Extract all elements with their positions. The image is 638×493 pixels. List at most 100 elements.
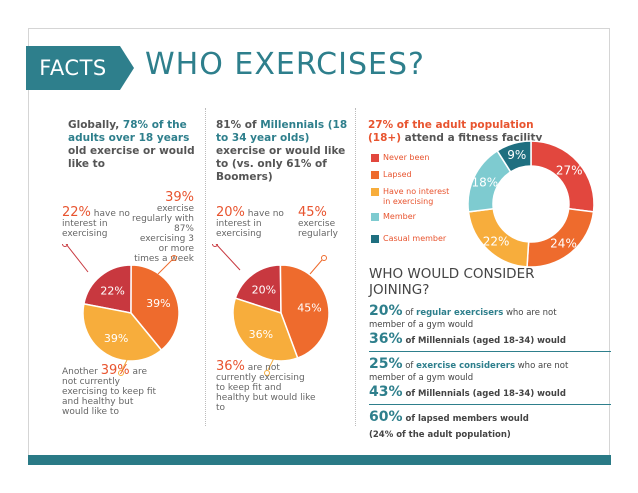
pie-slice xyxy=(234,264,282,315)
stat-row: 43% of Millennials (aged 18-34) would xyxy=(369,384,566,400)
col1-headline: Globally, 78% of the adults over 18 year… xyxy=(68,119,198,171)
col3-headline: 27% of the adult population (18+) attend… xyxy=(368,119,548,145)
slice-label: 22% xyxy=(483,234,510,248)
col2-regular-note: 45% exercise regularly xyxy=(298,205,346,239)
slice-label: 36% xyxy=(249,328,273,341)
stat-row: member of a gym would xyxy=(369,373,473,383)
legend-swatch xyxy=(371,188,379,196)
stat-value: 25% xyxy=(369,356,403,372)
stat-text: (24% of the adult population) xyxy=(369,430,511,440)
headline-highlight: Millennials (18 to 34 year olds) xyxy=(216,119,348,144)
page-title: WHO EXERCISES? xyxy=(145,47,425,82)
stat-text: member of a gym would xyxy=(369,373,474,383)
headline-text: 81% of xyxy=(216,119,261,131)
stat-text: of Millennials (aged 18-34) would xyxy=(402,389,566,399)
slice-label: 39% xyxy=(146,297,170,310)
legend-label: Never been xyxy=(383,153,430,162)
slice-label: 22% xyxy=(100,284,124,297)
join-title: WHO WOULD CONSIDER JOINING? xyxy=(369,266,539,298)
stat-value: 36% xyxy=(369,331,403,347)
slice-label: 27% xyxy=(556,163,583,177)
headline-text: exercise or would like to (vs. only 61% … xyxy=(216,145,346,183)
legend-item: Have no interest in exercising xyxy=(371,187,451,207)
divider xyxy=(369,404,611,405)
stat-text: member of a gym would xyxy=(369,320,474,330)
stat-text: exercise regularly with 87% exercising 3… xyxy=(132,204,194,264)
col2-would-like-note: 36% are not currently exercising to keep… xyxy=(216,359,316,413)
stat-value: 43% xyxy=(369,384,403,400)
stat-text: Another xyxy=(62,367,101,377)
stat-row: 60% of lapsed members would xyxy=(369,409,529,425)
stat-highlight: regular exercisers xyxy=(416,308,504,318)
pie-slice xyxy=(279,264,330,359)
legend-label: Have no interest in exercising xyxy=(383,187,450,206)
legend-swatch xyxy=(371,154,379,162)
stat-text: of Millennials (aged 18-34) would xyxy=(402,336,566,346)
callout-lines xyxy=(62,244,177,376)
column-divider xyxy=(205,108,206,426)
stat-text: who are not xyxy=(515,361,569,371)
pie-slice xyxy=(496,140,532,173)
bottom-bar xyxy=(28,455,611,465)
legend-swatch xyxy=(371,213,379,221)
facts-tag-label: FACTS xyxy=(39,56,107,80)
pie-slice xyxy=(83,264,132,314)
stat-value: 36% xyxy=(216,359,245,374)
headline-text: old exercise or would like to xyxy=(68,145,195,170)
stat-text: of xyxy=(402,308,417,318)
legend-label: Casual member xyxy=(383,234,447,243)
stat-row: 36% of Millennials (aged 18-34) would xyxy=(369,331,566,347)
column-divider xyxy=(355,108,356,426)
legend-label: Lapsed xyxy=(383,170,412,179)
slice-label: 39% xyxy=(104,332,128,345)
stat-value: 60% xyxy=(369,409,403,425)
slice-label: 9% xyxy=(507,148,526,162)
col1-no-interest-note: 22% have no interest in exercising xyxy=(62,206,137,239)
stat-text: exercise regularly xyxy=(298,219,338,239)
col2-no-interest-note: 20% have no interest in exercising xyxy=(216,205,286,239)
stat-value: 39% xyxy=(100,363,130,378)
stat-text: are not currently exercising to keep fit… xyxy=(62,367,157,417)
stat-text: of xyxy=(402,361,417,371)
stat-text: are not currently exercising to keep fit… xyxy=(216,363,316,413)
stat-text: have no interest in exercising xyxy=(216,209,284,239)
stat-text: who are not xyxy=(503,308,557,318)
headline-text: attend a fitness facility xyxy=(401,132,543,144)
headline-highlight: 78% of the adults over 18 years xyxy=(68,119,190,144)
stat-highlight: exercise considerers xyxy=(416,361,516,371)
stat-row: 20% of regular exercisers who are not xyxy=(369,303,557,319)
col2-pie-chart: 20% 45% 36% xyxy=(232,264,330,362)
legend-item: Lapsed xyxy=(371,170,412,179)
facts-tag: FACTS xyxy=(26,46,134,90)
slice-label: 24% xyxy=(550,236,577,250)
col1-regular-note: 39% exercise regularly with 87% exercisi… xyxy=(132,190,194,264)
legend-item: Never been xyxy=(371,153,429,162)
stat-value: 39% xyxy=(165,190,194,205)
col1-pie-chart: 22% 39% 39% xyxy=(82,264,180,362)
legend-swatch xyxy=(371,235,379,243)
join-title-text: WHO WOULD CONSIDER JOINING? xyxy=(369,266,535,298)
legend-swatch xyxy=(371,171,379,179)
stat-value: 20% xyxy=(216,205,245,220)
col2-headline: 81% of Millennials (18 to 34 year olds) … xyxy=(216,119,351,184)
stat-row: (24% of the adult population) xyxy=(369,430,511,440)
slice-label: 45% xyxy=(297,302,321,315)
headline-highlight: 27% of the adult population (18+) xyxy=(368,119,534,144)
callout-lines xyxy=(212,244,327,376)
stat-value: 45% xyxy=(298,205,327,220)
pie-slice xyxy=(130,264,180,352)
stat-text: have no interest in exercising xyxy=(62,209,130,239)
col1-would-like-note: Another 39% are not currently exercising… xyxy=(62,363,157,417)
stat-value: 20% xyxy=(369,303,403,319)
divider xyxy=(369,351,611,352)
slice-label: 18% xyxy=(472,175,499,189)
legend-label: Member xyxy=(383,212,416,221)
pie-slice xyxy=(82,302,163,362)
stat-text: of lapsed members would xyxy=(402,414,529,424)
legend-item: Casual member xyxy=(371,234,446,243)
slice-label: 20% xyxy=(252,283,276,296)
legend-item: Member xyxy=(371,212,416,221)
col3-donut-chart: 27% 24% 22% 18% 9% xyxy=(467,140,595,268)
stat-row: member of a gym would xyxy=(369,320,473,330)
headline-text: Globally, xyxy=(68,119,123,131)
